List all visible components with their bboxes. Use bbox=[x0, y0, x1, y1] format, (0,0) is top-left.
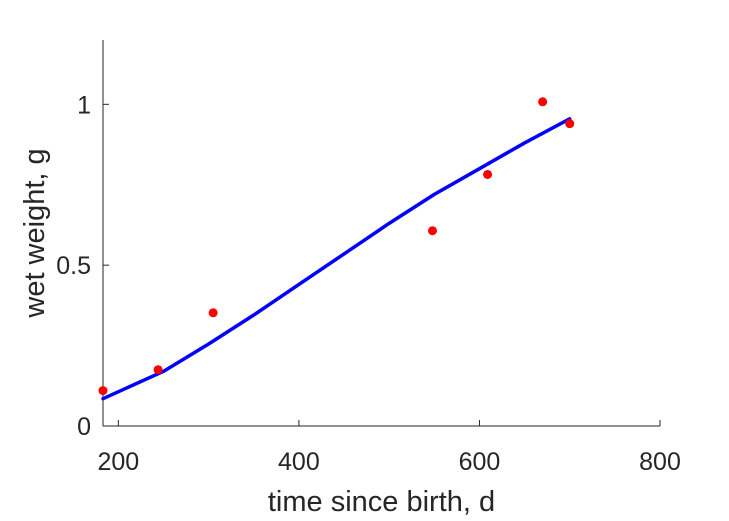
x-tick-label: 200 bbox=[97, 448, 139, 476]
data-point bbox=[565, 119, 575, 129]
x-tick-label: 400 bbox=[278, 448, 320, 476]
data-point bbox=[483, 169, 493, 179]
ticks: 200 400 600 800 0 0.5 1 bbox=[56, 91, 681, 476]
fit-curve bbox=[101, 117, 572, 401]
x-tick-label: 600 bbox=[459, 448, 501, 476]
data-point bbox=[153, 365, 163, 375]
data-point bbox=[208, 308, 218, 318]
x-axis-label: time since birth, d bbox=[268, 486, 495, 518]
data-point bbox=[538, 97, 548, 107]
y-tick-label: 1 bbox=[77, 91, 91, 119]
plot-area bbox=[98, 97, 575, 401]
x-tick-label: 800 bbox=[639, 448, 681, 476]
data-point bbox=[98, 386, 108, 396]
data-point bbox=[428, 226, 438, 236]
y-tick-label: 0.5 bbox=[56, 252, 91, 280]
y-tick-label: 0 bbox=[77, 413, 91, 441]
y-axis-label: wet weight, g bbox=[19, 148, 51, 318]
